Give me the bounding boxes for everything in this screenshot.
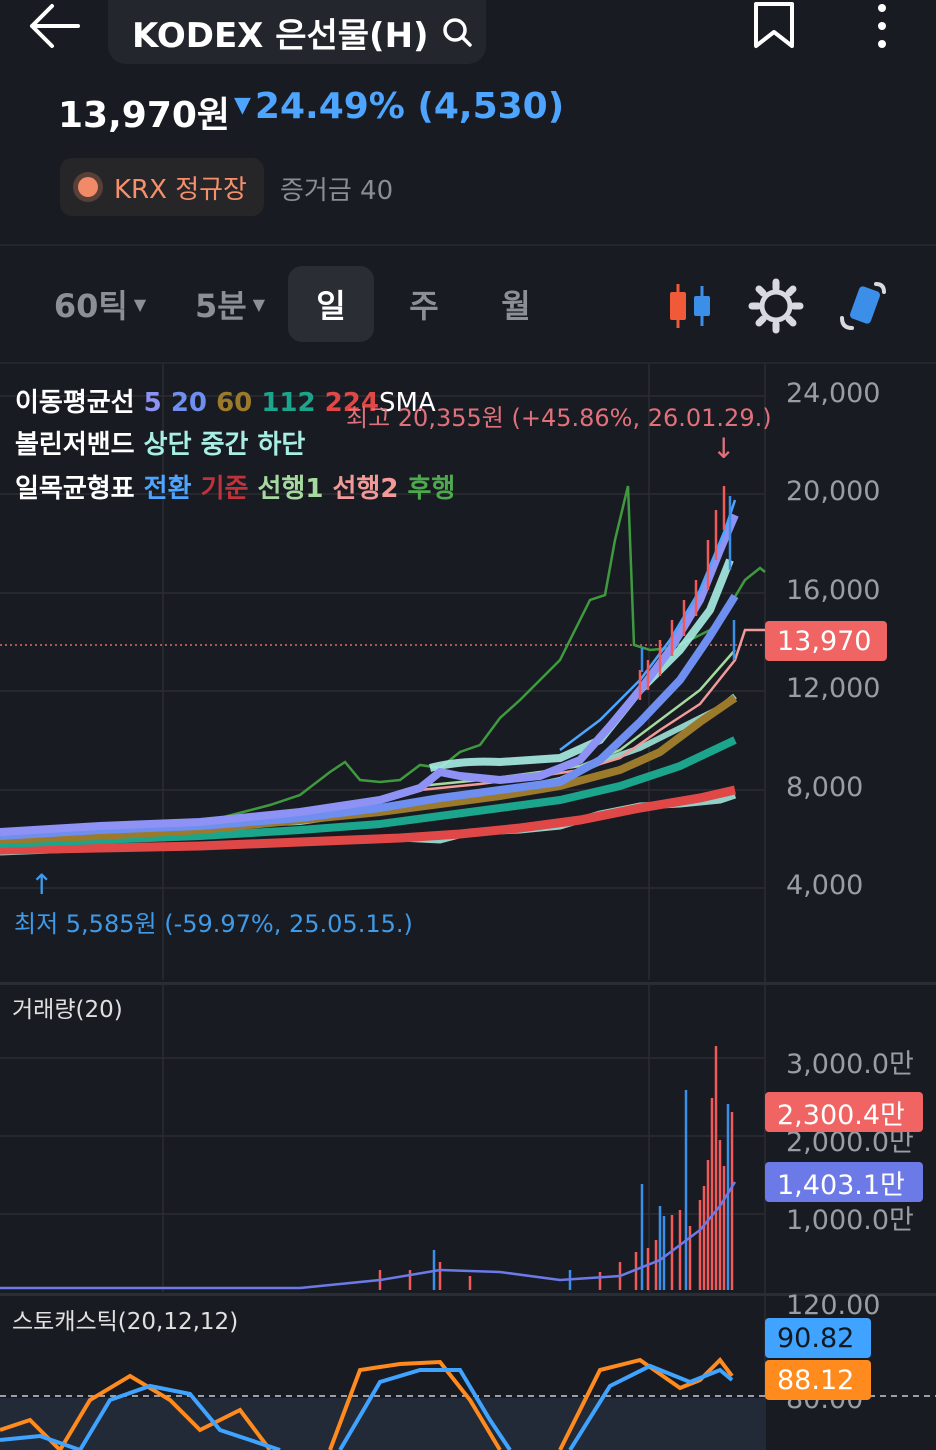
legend-bb[interactable]: 볼린저밴드 상단 중간 하단 bbox=[15, 424, 305, 461]
stochastic-k-tag: 90.82 bbox=[765, 1318, 871, 1358]
status-dot-icon bbox=[78, 177, 98, 197]
tab-day[interactable]: 일 bbox=[288, 266, 374, 342]
y-tick: 8,000 bbox=[786, 772, 864, 803]
y-tick: 16,000 bbox=[786, 575, 881, 606]
tab-week[interactable]: 주 bbox=[386, 266, 462, 342]
rotate-screen-icon[interactable] bbox=[836, 278, 892, 334]
ma-224-label: 224 bbox=[324, 388, 379, 418]
change-text: 24.49% (4,530) bbox=[254, 86, 565, 127]
down-arrow-icon: ▼ bbox=[234, 93, 251, 118]
y-tick: 12,000 bbox=[786, 673, 881, 704]
ma-112-label: 112 bbox=[261, 388, 316, 418]
settings-gear-icon[interactable] bbox=[748, 278, 804, 334]
legend-ichimoku[interactable]: 일목균형표 전환 기준 선행1 선행2 후행 bbox=[15, 468, 455, 505]
stochastic-panel-label: 스토캐스틱(20,12,12) bbox=[12, 1309, 239, 1335]
ma-5-label: 5 bbox=[143, 388, 162, 418]
volume-y-tick: 2,000.0만 bbox=[786, 1127, 914, 1158]
bb-middle-label: 중간 bbox=[200, 430, 249, 460]
stock-title-search[interactable]: KODEX 은선물(H) bbox=[108, 0, 486, 64]
tab-60tick[interactable]: 60틱 ▼ bbox=[52, 266, 148, 342]
volume-y-tick: 3,000.0만 bbox=[786, 1049, 914, 1080]
period-tabs: 60틱 ▼ 5분 ▼ 일 주 월 bbox=[0, 262, 936, 348]
stochastic-d-tag: 88.12 bbox=[765, 1360, 871, 1400]
current-price-tag: 13,970 bbox=[765, 621, 887, 661]
bb-upper-label: 상단 bbox=[143, 430, 192, 460]
ma-20-label: 20 bbox=[170, 388, 208, 418]
ichimoku-span1-label: 선행1 bbox=[257, 474, 324, 504]
search-icon bbox=[442, 18, 472, 47]
header: KODEX 은선물(H) 13,970원 ▼ 24.49% (4,530) KRX… bbox=[0, 0, 936, 245]
legend-ma[interactable]: 이동평균선 5 20 60 112 224SMA bbox=[15, 382, 436, 419]
bookmark-icon[interactable] bbox=[748, 0, 800, 52]
caret-down-icon: ▼ bbox=[252, 294, 266, 314]
divider bbox=[0, 244, 936, 246]
tab-label: 5분 bbox=[194, 287, 247, 325]
legend-title: 이동평균선 bbox=[15, 388, 135, 418]
ichimoku-span2-label: 선행2 bbox=[332, 474, 399, 504]
low-arrow-icon: ↑ bbox=[30, 868, 54, 901]
margin-rate: 증거금 40 bbox=[280, 176, 394, 206]
tab-label: 60틱 bbox=[53, 287, 128, 325]
ichimoku-tenkan-label: 전환 bbox=[143, 474, 192, 504]
high-annotation: 최고 20,355원 (+45.86%, 26.01.29.) bbox=[346, 404, 772, 432]
ma-60-label: 60 bbox=[216, 388, 253, 418]
stochastic-y-tick: 120.00 bbox=[786, 1290, 881, 1321]
y-tick: 24,000 bbox=[786, 378, 881, 409]
ichimoku-lagging-label: 후행 bbox=[407, 474, 456, 504]
back-arrow-icon[interactable] bbox=[22, 0, 84, 52]
legend-title: 볼린저밴드 bbox=[15, 430, 135, 460]
y-tick: 4,000 bbox=[786, 870, 864, 901]
volume-panel-label: 거래량(20) bbox=[12, 997, 123, 1023]
volume-current-tag: 2,300.4만 bbox=[765, 1092, 923, 1132]
ma-sma-label: SMA bbox=[378, 388, 436, 418]
caret-down-icon: ▼ bbox=[133, 294, 147, 314]
tab-month[interactable]: 월 bbox=[478, 266, 554, 342]
tab-5min[interactable]: 5분 ▼ bbox=[190, 266, 270, 342]
current-price: 13,970원 bbox=[58, 95, 231, 136]
tab-label: 주 bbox=[409, 287, 439, 325]
market-status-badge: KRX 정규장 bbox=[60, 158, 264, 216]
bb-lower-label: 하단 bbox=[257, 430, 306, 460]
market-label: KRX 정규장 bbox=[114, 174, 247, 205]
tab-label: 월 bbox=[501, 287, 531, 325]
more-options-icon[interactable] bbox=[862, 0, 902, 52]
candlestick-icon[interactable] bbox=[662, 278, 718, 334]
legend-title: 일목균형표 bbox=[15, 474, 135, 504]
low-annotation: 최저 5,585원 (-59.97%, 25.05.15.) bbox=[14, 910, 413, 938]
price-change: ▼ 24.49% (4,530) bbox=[234, 86, 564, 127]
stock-title: KODEX 은선물(H) bbox=[132, 15, 429, 56]
y-tick: 20,000 bbox=[786, 476, 881, 507]
volume-ma-tag: 1,403.1만 bbox=[765, 1162, 923, 1202]
high-arrow-icon: ↓ bbox=[712, 432, 736, 465]
ichimoku-kijun-label: 기준 bbox=[200, 474, 249, 504]
volume-y-tick: 1,000.0만 bbox=[786, 1205, 914, 1236]
tab-label: 일 bbox=[316, 287, 346, 325]
